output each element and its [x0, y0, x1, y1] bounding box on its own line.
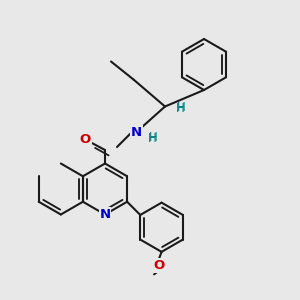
Text: O: O: [153, 259, 164, 272]
Text: O: O: [153, 259, 164, 272]
Text: H: H: [176, 100, 185, 114]
Text: H: H: [176, 101, 184, 115]
Text: N: N: [99, 208, 111, 221]
Text: N: N: [99, 208, 111, 221]
Text: O: O: [80, 133, 91, 146]
Text: O: O: [80, 133, 91, 146]
Text: H: H: [148, 132, 157, 145]
Text: H: H: [148, 131, 158, 144]
Text: N: N: [131, 125, 142, 139]
Text: N: N: [131, 125, 142, 139]
